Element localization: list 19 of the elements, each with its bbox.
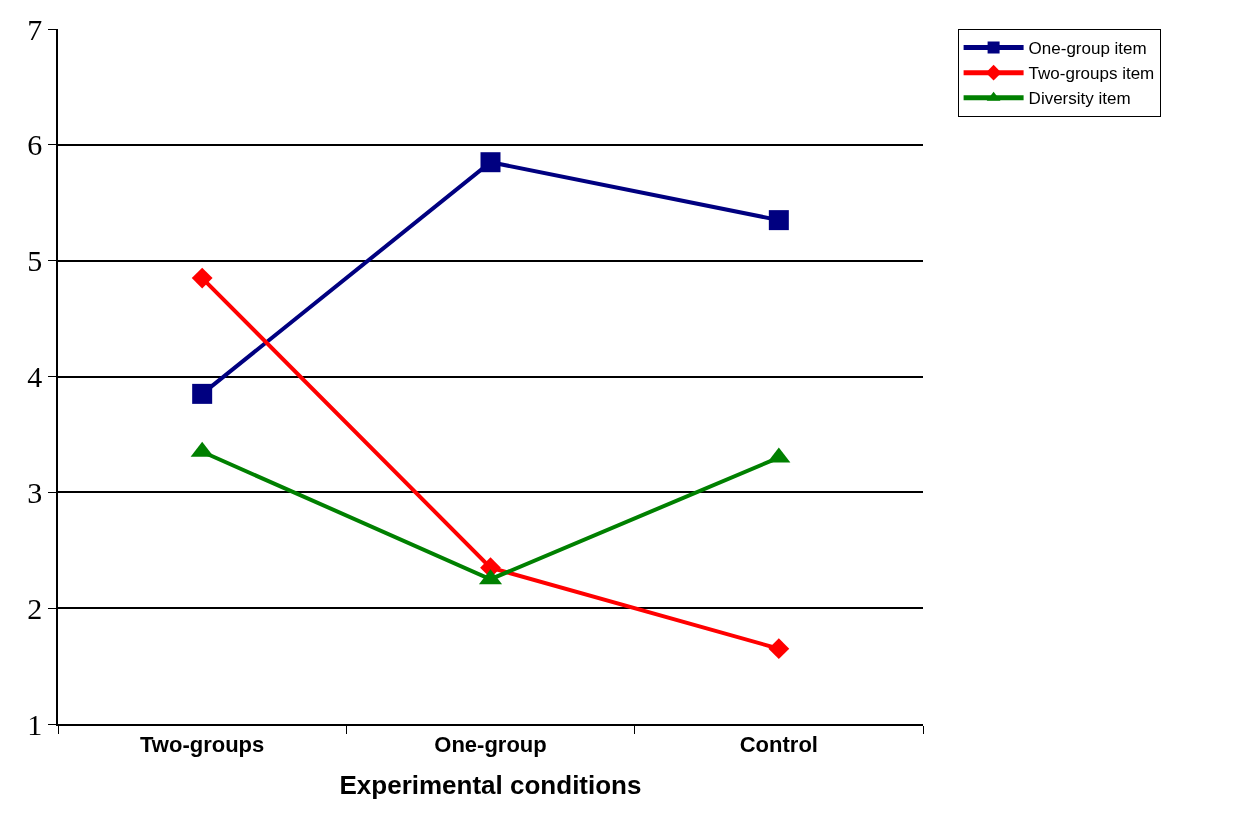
- legend-label: Diversity item: [1028, 89, 1131, 109]
- point: [768, 210, 789, 231]
- y-tick-label: 2: [27, 591, 43, 625]
- point: [768, 638, 790, 660]
- point: [192, 383, 213, 404]
- x-tick-label: Two-groups: [140, 732, 265, 758]
- legend-label: One-group item: [1028, 39, 1147, 59]
- point: [480, 152, 501, 173]
- x-axis-title: Experimental conditions: [339, 770, 642, 801]
- legend-label: Two-groups item: [1028, 64, 1155, 84]
- y-tick-label: 7: [27, 12, 43, 46]
- y-tick-label: 3: [27, 475, 43, 509]
- y-tick-label: 5: [27, 244, 43, 278]
- y-tick-label: 4: [27, 360, 43, 393]
- point: [191, 267, 213, 289]
- y-tick-label: 1: [27, 707, 43, 741]
- x-tick-label: Control: [739, 732, 818, 758]
- x-tick-label: One-group: [434, 732, 547, 758]
- y-tick-label: 6: [27, 128, 43, 162]
